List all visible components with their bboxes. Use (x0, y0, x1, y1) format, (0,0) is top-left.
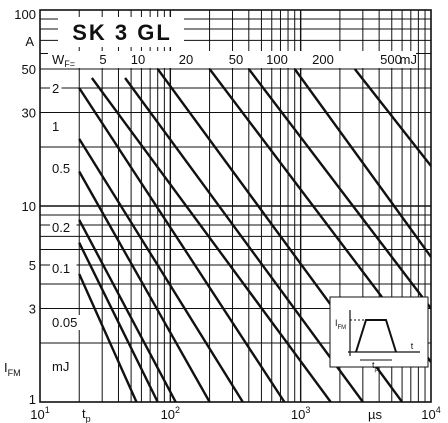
y-tick-10: 10 (22, 199, 36, 214)
energy-label-bg (50, 220, 77, 235)
inset-pulse-shape (355, 319, 397, 353)
x-tick-10: 101 (30, 405, 49, 422)
energy-label-100: 100 (266, 52, 288, 67)
y-tick-30: 30 (22, 105, 36, 120)
chart-title: SK 3 GL (72, 20, 172, 45)
energy-label-left-2: 2 (52, 81, 59, 96)
energy-label-20: 20 (179, 52, 193, 67)
x-tick-10000: 104 (421, 405, 440, 422)
curve-0.1 (78, 242, 159, 402)
energy-label-left-0.2: 0.2 (52, 220, 70, 235)
x-tick-1000: 103 (291, 405, 310, 422)
energy-label-left-1: 1 (52, 119, 59, 134)
inset-box (329, 296, 429, 368)
energy-label-bg (50, 161, 77, 176)
curve-0.2 (78, 219, 177, 402)
curve-0.5 (78, 170, 211, 402)
energy-label-bg (50, 315, 84, 330)
x-tick-100: 102 (161, 405, 180, 422)
y-tick-100: 100 (14, 7, 36, 22)
curve-5 (90, 77, 332, 402)
energy-label-200: 200 (312, 52, 334, 67)
y-tick-3: 3 (29, 301, 36, 316)
energy-label-500: 500 (380, 52, 402, 67)
pulse-inset: IFM tp t (329, 296, 429, 373)
inset-y-label: IFM (335, 318, 346, 331)
x-unit: µs (368, 407, 382, 422)
energy-unit-top: mJ (400, 52, 417, 67)
energy-label-left-0.1: 0.1 (52, 261, 70, 276)
curve-500 (353, 68, 431, 167)
inset-tp-label: tp (372, 360, 379, 373)
energy-label-5: 5 (99, 52, 106, 67)
title-box (58, 17, 184, 47)
energy-label-bg (50, 81, 62, 96)
y-tick-1: 1 (29, 392, 36, 407)
energy-label-band (48, 51, 416, 68)
curve-100 (247, 68, 431, 310)
plot-border (39, 9, 432, 403)
curve-10 (124, 77, 364, 402)
energy-label-left-0.05: 0.05 (52, 315, 77, 330)
curve-2 (78, 87, 286, 402)
energy-curves (78, 68, 431, 402)
y-tick-5: 5 (29, 258, 36, 273)
y-unit: A (25, 34, 34, 49)
plot-frame (39, 9, 432, 403)
energy-label-50: 50 (229, 52, 243, 67)
energy-label-10: 10 (131, 52, 145, 67)
y-tick-50: 50 (22, 62, 36, 77)
y-energy-unit: mJ (52, 359, 69, 374)
energy-label-bg (50, 261, 77, 276)
energy-prefix: WF= (52, 52, 75, 69)
curve-200 (293, 68, 431, 258)
curve-0.05 (78, 273, 138, 402)
energy-label-left-0.5: 0.5 (52, 161, 70, 176)
y-axis-label: IFM (4, 360, 21, 378)
x-axis-label: tp (82, 406, 91, 423)
curve-1 (78, 138, 244, 402)
inset-t-label: t (411, 341, 414, 351)
energy-label-bg (50, 359, 72, 374)
energy-label-bg (50, 119, 62, 134)
